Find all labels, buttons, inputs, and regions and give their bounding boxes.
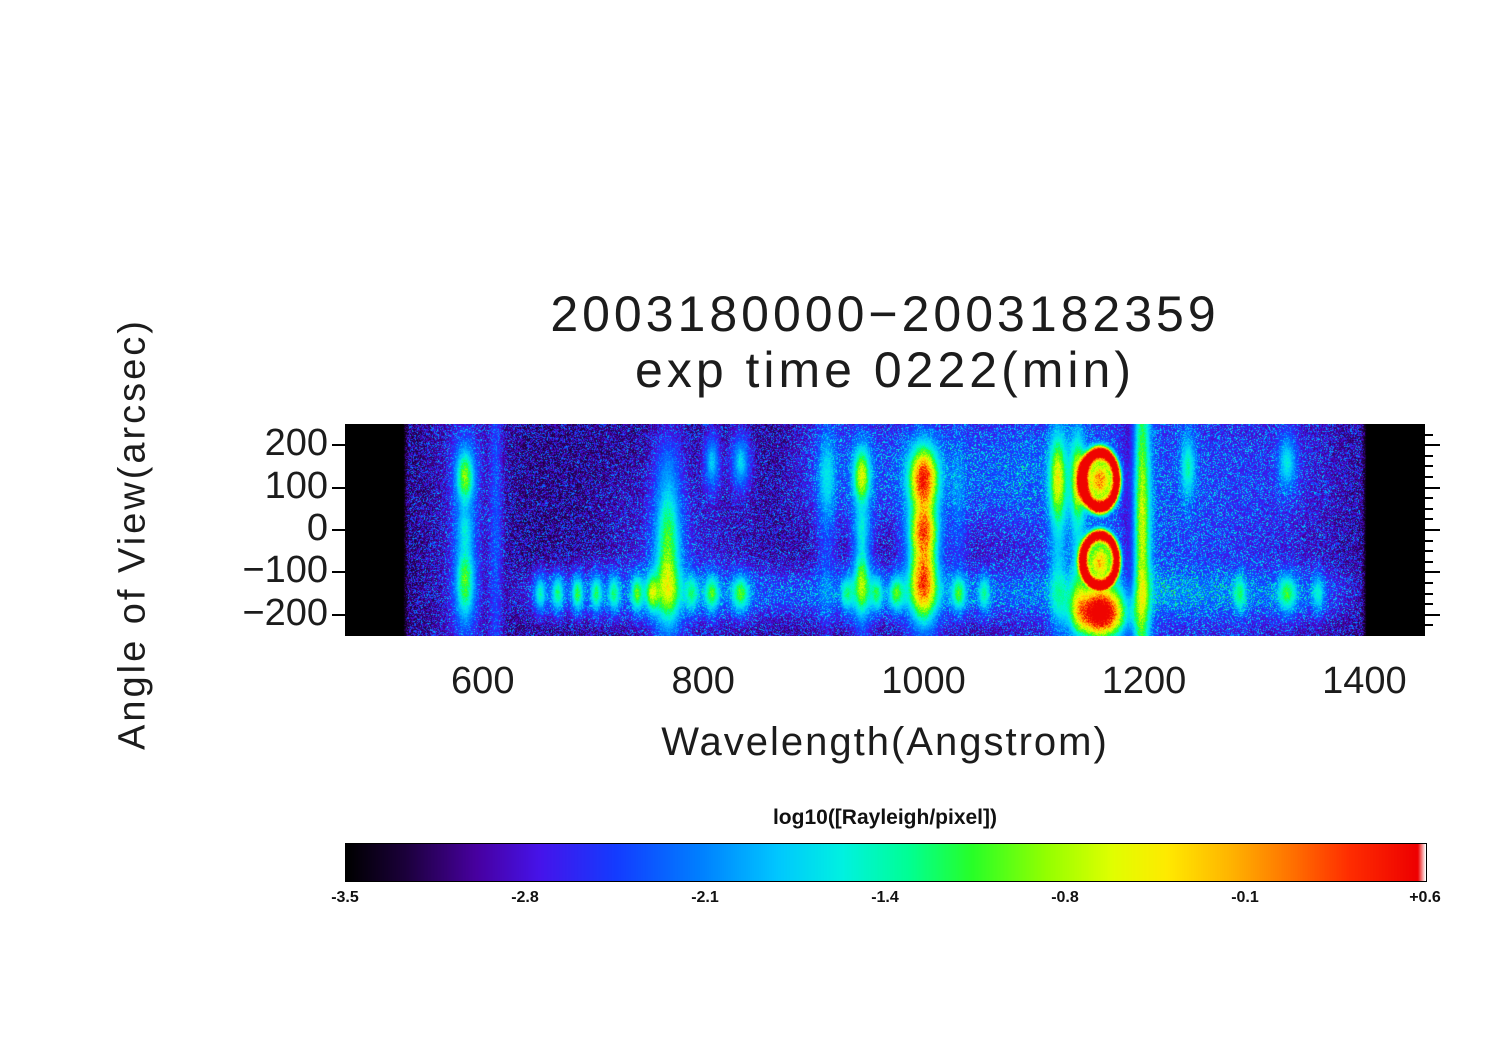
y-tick-label: 0 bbox=[306, 507, 328, 549]
y-minor-tick bbox=[1425, 539, 1433, 542]
x-tick-label: 1200 bbox=[1101, 660, 1187, 702]
y-tick-label: −200 bbox=[242, 591, 328, 634]
colorbar-tick-label: +0.6 bbox=[1409, 889, 1441, 906]
plot-title: 2003180000−2003182359 bbox=[550, 286, 1220, 342]
x-tick-label: 800 bbox=[671, 660, 735, 702]
colorbar-tick-label: -2.1 bbox=[691, 889, 719, 906]
y-minor-tick bbox=[1425, 497, 1433, 500]
y-minor-tick bbox=[1425, 560, 1433, 563]
colorbar-tick-label: -0.8 bbox=[1051, 889, 1079, 906]
title-block: 2003180000−2003182359 exp time 0222(min) bbox=[345, 286, 1425, 398]
y-minor-tick bbox=[1425, 592, 1433, 595]
spectrogram-heatmap bbox=[345, 424, 1425, 636]
y-major-tick-left bbox=[332, 529, 345, 531]
colorbar-label: log10([Rayleigh/pixel]) bbox=[772, 806, 998, 829]
y-major-tick bbox=[1425, 486, 1440, 489]
y-major-tick-left bbox=[332, 486, 345, 489]
x-axis-label: Wavelength(Angstrom) bbox=[661, 720, 1109, 764]
x-tick-label: 1000 bbox=[881, 660, 966, 702]
y-major-tick bbox=[1425, 571, 1440, 574]
y-major-tick-left bbox=[332, 444, 345, 447]
y-minor-tick bbox=[1425, 603, 1433, 606]
colorbar-tick-label: -1.4 bbox=[871, 889, 899, 906]
y-major-tick bbox=[1425, 444, 1440, 447]
y-minor-tick bbox=[1425, 518, 1433, 521]
y-tick-label: 200 bbox=[264, 422, 328, 465]
y-minor-tick bbox=[1425, 582, 1433, 584]
x-tick-label: 600 bbox=[451, 660, 515, 702]
y-major-tick bbox=[1425, 529, 1440, 531]
y-minor-tick bbox=[1425, 476, 1433, 478]
y-minor-tick bbox=[1425, 624, 1433, 627]
x-tick-label: 1400 bbox=[1322, 660, 1407, 702]
colorbar-tick-label: -3.5 bbox=[331, 889, 359, 906]
colorbar-tick-label: -2.8 bbox=[511, 889, 539, 906]
y-major-tick-left bbox=[332, 613, 345, 616]
y-major-tick bbox=[1425, 613, 1440, 616]
y-tick-label: 100 bbox=[264, 464, 328, 507]
colorbar bbox=[345, 843, 1427, 882]
y-minor-tick bbox=[1425, 465, 1433, 468]
y-major-tick-left bbox=[332, 571, 345, 574]
y-minor-tick bbox=[1425, 454, 1433, 457]
plot-subtitle: exp time 0222(min) bbox=[635, 342, 1135, 398]
y-minor-tick bbox=[1425, 433, 1433, 436]
y-minor-tick bbox=[1425, 550, 1433, 553]
y-tick-label: −100 bbox=[242, 549, 328, 592]
y-minor-tick bbox=[1425, 507, 1433, 510]
colorbar-tick-label: -0.1 bbox=[1231, 889, 1259, 906]
